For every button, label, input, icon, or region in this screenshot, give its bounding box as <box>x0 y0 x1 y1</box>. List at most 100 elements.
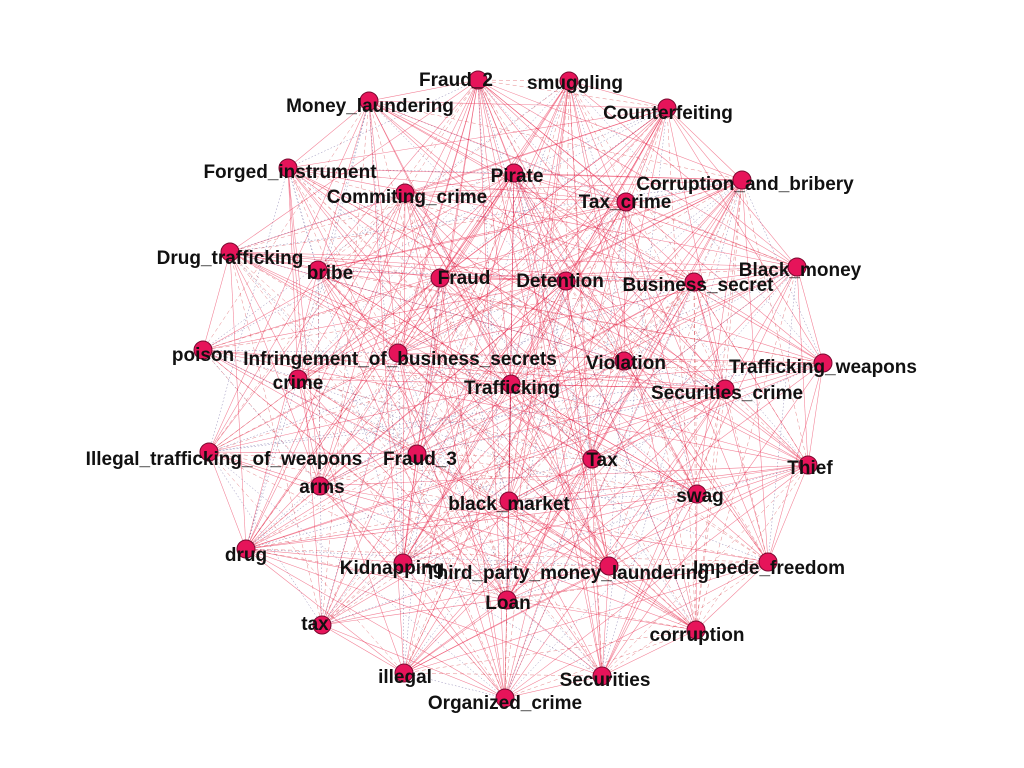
edge-drug-trafficking-business-secret <box>229 251 695 283</box>
node-label-kidnapping: Kidnapping <box>340 558 444 579</box>
edge-money-laundering-detention <box>368 100 567 282</box>
edge-crime-black-market <box>297 378 510 502</box>
edge-business-secret-securities-crime <box>693 281 726 390</box>
edge-violation-third-party-money-laundering <box>608 360 625 567</box>
edge-fraud-drug <box>245 277 441 550</box>
edge-tax-drug <box>245 458 593 550</box>
node-label-forged-instrument: Forged_instrument <box>203 162 377 183</box>
edge-commiting-crime-corruption-and-bribery <box>404 179 743 194</box>
edge-counterfeiting-crime <box>297 107 668 380</box>
edge-bribe-trafficking-weapons <box>317 269 824 364</box>
edge-corruption-and-bribery-tax <box>321 179 743 626</box>
edge-detention-securities <box>565 280 603 677</box>
edge-infringement-of-business-secrets-kidnapping <box>397 352 404 564</box>
edge-bribe-impede-freedom <box>317 269 769 563</box>
edge-forged-instrument-tax-crime <box>287 167 627 203</box>
edge-money-laundering-kidnapping <box>368 100 404 564</box>
edge-forged-instrument-tax <box>287 167 323 626</box>
edge-black-money-thief <box>796 266 809 466</box>
edge-drug-trafficking-tax <box>229 251 593 460</box>
node-label-money-laundering: Money_laundering <box>286 96 454 117</box>
edge-swag-organized-crime <box>504 493 698 699</box>
edge-poison-thief <box>202 349 809 466</box>
edge-drug-trafficking-swag <box>229 251 698 495</box>
edge-money-laundering-forged-instrument <box>287 100 370 169</box>
edge-counterfeiting-black-money <box>666 107 798 268</box>
node-drug-trafficking <box>220 242 240 262</box>
edge-fraud-2-trafficking-weapons <box>477 79 824 364</box>
edge-bribe-illegal-trafficking-of-weapons <box>208 269 319 453</box>
edge-trafficking-weapons-thief <box>807 362 824 466</box>
edge-pirate-bribe <box>317 172 515 271</box>
edge-swag-third-party-money-laundering <box>608 493 698 567</box>
edge-corruption-and-bribery-swag <box>696 179 743 495</box>
edge-business-secret-trafficking-weapons <box>693 281 824 364</box>
node-counterfeiting <box>657 98 677 118</box>
edge-securities-crime-thief <box>724 388 809 466</box>
edge-securities-crime-drug <box>245 388 726 550</box>
edge-black-market-kidnapping <box>402 500 510 564</box>
edge-poison-crime <box>202 349 299 380</box>
edge-pirate-tax <box>321 172 515 626</box>
edge-poison-trafficking <box>202 349 512 385</box>
edge-forged-instrument-tax <box>287 167 593 460</box>
edge-money-laundering-illegal <box>368 100 405 674</box>
edge-drug-organized-crime <box>245 548 506 699</box>
node-label-tax: Tax <box>586 450 618 471</box>
edge-drug-trafficking-infringement-of-business-secrets <box>229 251 399 354</box>
edge-fraud-2-business-secret <box>477 79 695 283</box>
edge-detention-securities-crime <box>565 280 726 390</box>
edge-forged-instrument-organized-crime <box>287 167 506 699</box>
edge-black-money-loan <box>506 266 798 601</box>
edge-crime-third-party-money-laundering <box>297 378 610 567</box>
edge-forged-instrument-black-money <box>287 167 798 268</box>
edge-black-market-drug <box>245 500 510 550</box>
edge-infringement-of-business-secrets-third-party-money-laundering <box>397 352 610 567</box>
edge-money-laundering-poison <box>202 100 370 351</box>
edge-counterfeiting-corruption-and-bribery <box>666 107 743 181</box>
edge-illegal-trafficking-of-weapons-corruption <box>208 451 697 631</box>
edge-detention-trafficking <box>510 280 567 385</box>
edge-black-money-detention <box>565 266 798 282</box>
node-securities <box>592 666 612 686</box>
edge-tax-corruption <box>591 458 697 631</box>
edge-detention-drug <box>245 280 567 550</box>
edge-black-money-illegal <box>403 266 798 674</box>
edge-tax-organized-crime <box>321 624 506 699</box>
edge-black-money-infringement-of-business-secrets <box>397 266 798 354</box>
node-label-third-party-money-laundering: Third_party_money_laundering <box>425 563 709 584</box>
node-label-impede-freedom: Impede_freedom <box>693 558 845 579</box>
node-label-black-money: Black_money <box>739 260 862 281</box>
edge-business-secret-tax <box>591 281 695 460</box>
edge-business-secret-illegal-trafficking-of-weapons <box>208 281 695 453</box>
edge-detention-business-secret <box>565 280 695 283</box>
node-label-infringement-of-business-secrets: Infringement_of_business_secrets <box>243 349 557 370</box>
edge-poison-black-market <box>202 349 510 502</box>
edge-tax-crime-fraud-3 <box>416 201 627 455</box>
edge-commiting-crime-kidnapping <box>402 192 406 564</box>
edge-infringement-of-business-secrets-illegal-trafficking-of-weapons <box>208 352 399 453</box>
edge-swag-securities <box>601 493 698 677</box>
edge-corruption-and-bribery-drug-trafficking <box>229 179 743 253</box>
edge-corruption-organized-crime <box>504 629 697 699</box>
node-label-corruption: corruption <box>650 625 745 646</box>
edge-fraud-3-kidnapping <box>402 453 418 564</box>
node-black-market <box>499 491 519 511</box>
edge-commiting-crime-drug-trafficking <box>229 192 406 253</box>
node-black-money <box>787 257 807 277</box>
edge-commiting-crime-fraud <box>404 192 441 279</box>
node-crime <box>288 369 308 389</box>
edge-corruption-and-bribery-infringement-of-business-secrets <box>397 179 743 354</box>
edge-money-laundering-trafficking-weapons <box>368 100 824 364</box>
edge-drug-third-party-money-laundering <box>245 548 610 567</box>
node-label-counterfeiting: Counterfeiting <box>603 103 733 124</box>
edge-infringement-of-business-secrets-fraud-3 <box>397 352 418 455</box>
edge-fraud-2-kidnapping <box>402 79 479 564</box>
edge-impede-freedom-securities <box>601 561 769 677</box>
edge-crime-drug <box>245 378 299 550</box>
edge-illegal-trafficking-of-weapons-fraud-3 <box>208 451 418 455</box>
edge-smuggling-illegal <box>403 80 570 674</box>
edge-smuggling-impede-freedom <box>568 80 769 563</box>
edge-corruption-securities <box>601 629 697 677</box>
edge-illegal-trafficking-of-weapons-swag <box>208 451 698 495</box>
